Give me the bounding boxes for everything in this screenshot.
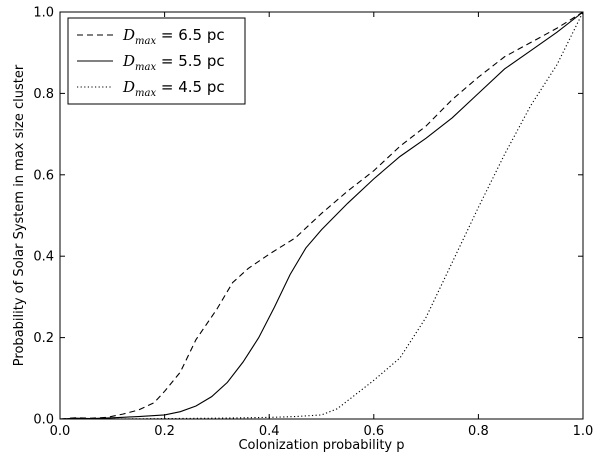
y-tick-label: 0.8 (33, 87, 54, 102)
y-tick-label: 0.0 (33, 413, 54, 428)
tick-layer: 0.0 0.2 0.4 0.6 0.8 1.0 0.0 0.2 0.4 0.6 0.8 1.0 (33, 6, 593, 440)
x-tick-label: 0.8 (468, 424, 489, 439)
y-tick-label: 1.0 (33, 6, 54, 21)
y-tick-label: 0.6 (33, 168, 54, 183)
x-tick-label: 0.2 (154, 424, 175, 439)
y-tick-label: 0.2 (33, 331, 54, 346)
legend-entry: Dmax = 6.5 pc (122, 26, 225, 47)
x-tick-label: 1.0 (573, 424, 594, 439)
legend-entry: Dmax = 5.5 pc (122, 52, 225, 73)
legend-entry: Dmax = 4.5 pc (122, 78, 225, 99)
x-axis-label: Colonization probability p (238, 438, 404, 453)
y-axis-label: Probability of Solar System in max size … (12, 64, 27, 366)
series-line-dashed (59, 11, 584, 420)
x-tick-label: 0.6 (363, 424, 384, 439)
plot-frame (59, 11, 584, 420)
series-layer (59, 11, 584, 420)
legend: Dmax = 6.5 pc Dmax = 5.5 pc Dmax = 4.5 pc (67, 17, 246, 105)
x-tick-label: 0.0 (50, 424, 71, 439)
series-line-dotted (60, 11, 584, 420)
x-tick-label: 0.4 (259, 424, 280, 439)
y-tick-label: 0.4 (33, 250, 54, 265)
series-line-solid (59, 11, 584, 420)
